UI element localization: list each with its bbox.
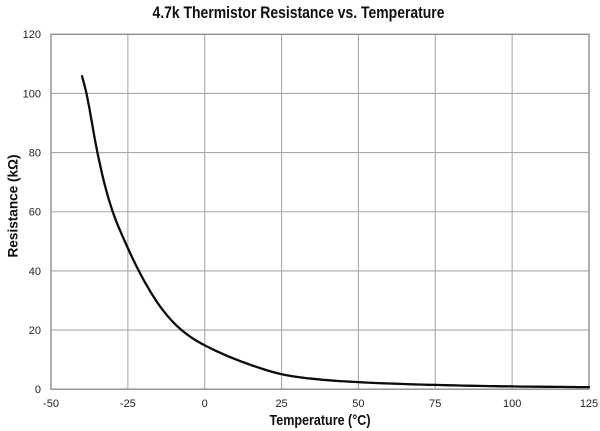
svg-text:50: 50 <box>352 398 364 410</box>
svg-text:0: 0 <box>35 384 41 396</box>
svg-text:60: 60 <box>29 207 41 219</box>
svg-text:-50: -50 <box>43 398 59 410</box>
svg-text:75: 75 <box>429 398 441 410</box>
svg-text:20: 20 <box>29 325 41 337</box>
svg-text:Temperature (°C): Temperature (°C) <box>270 412 371 429</box>
svg-text:Resistance (kΩ): Resistance (kΩ) <box>6 155 21 258</box>
svg-text:0: 0 <box>202 398 208 410</box>
svg-text:100: 100 <box>503 398 521 410</box>
svg-text:80: 80 <box>29 148 41 160</box>
svg-text:25: 25 <box>275 398 287 410</box>
svg-text:-25: -25 <box>120 398 136 410</box>
svg-text:4.7k Thermistor Resistance vs.: 4.7k Thermistor Resistance vs. Temperatu… <box>153 4 445 22</box>
svg-text:100: 100 <box>23 88 41 100</box>
svg-text:125: 125 <box>580 398 598 410</box>
svg-text:40: 40 <box>29 266 41 278</box>
svg-text:120: 120 <box>23 29 41 41</box>
